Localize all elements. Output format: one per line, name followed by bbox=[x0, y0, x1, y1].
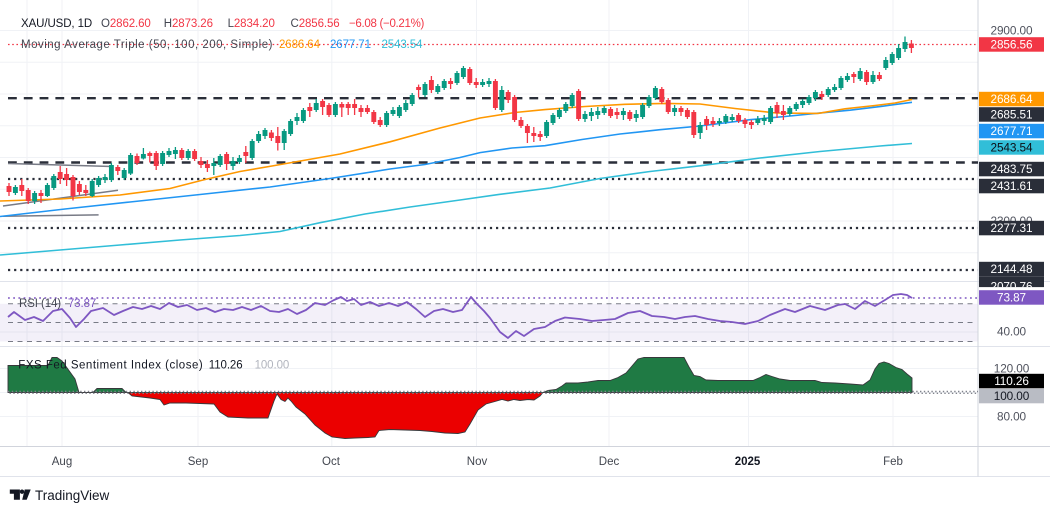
svg-text:120.00: 120.00 bbox=[994, 362, 1030, 376]
svg-text:2144.48: 2144.48 bbox=[991, 262, 1033, 276]
svg-text:2686.64: 2686.64 bbox=[279, 39, 321, 51]
svg-text:2677.71: 2677.71 bbox=[991, 124, 1033, 138]
svg-text:H2873.26: H2873.26 bbox=[164, 18, 213, 30]
svg-text:2543.54: 2543.54 bbox=[991, 141, 1033, 155]
svg-text:100.00: 100.00 bbox=[255, 359, 290, 371]
svg-text:110.26: 110.26 bbox=[209, 359, 243, 371]
svg-text:2431.61: 2431.61 bbox=[991, 179, 1033, 193]
svg-text:2483.75: 2483.75 bbox=[991, 162, 1033, 176]
svg-text:73.87: 73.87 bbox=[68, 298, 96, 310]
svg-text:TradingView: TradingView bbox=[35, 488, 110, 503]
svg-text:2856.56: 2856.56 bbox=[991, 38, 1033, 52]
svg-text:2677.71: 2677.71 bbox=[330, 39, 371, 51]
svg-text:2025: 2025 bbox=[735, 456, 761, 468]
svg-text:100.00: 100.00 bbox=[994, 389, 1030, 403]
svg-text:XAU/USD, 1D: XAU/USD, 1D bbox=[21, 18, 92, 30]
svg-text:Aug: Aug bbox=[52, 456, 72, 468]
svg-text:Dec: Dec bbox=[599, 456, 620, 468]
svg-text:Sep: Sep bbox=[188, 456, 208, 468]
svg-text:FXS Fed Sentiment Index (close: FXS Fed Sentiment Index (close) bbox=[18, 359, 203, 371]
svg-text:80.00: 80.00 bbox=[997, 410, 1027, 424]
svg-text:Nov: Nov bbox=[467, 456, 488, 468]
svg-text:O2862.60: O2862.60 bbox=[101, 18, 151, 30]
svg-text:L2834.20: L2834.20 bbox=[228, 18, 275, 30]
svg-text:Moving Average Triple (50, 100: Moving Average Triple (50, 100, 200, Sim… bbox=[21, 39, 273, 51]
svg-text:2277.31: 2277.31 bbox=[991, 221, 1033, 235]
svg-text:2685.51: 2685.51 bbox=[991, 108, 1033, 122]
svg-text:C2856.56: C2856.56 bbox=[291, 18, 340, 30]
svg-text:Oct: Oct bbox=[322, 456, 341, 468]
svg-text:2900.00: 2900.00 bbox=[991, 24, 1033, 38]
svg-text:−6.08 (−0.21%): −6.08 (−0.21%) bbox=[349, 18, 425, 30]
svg-text:110.26: 110.26 bbox=[994, 374, 1029, 388]
svg-text:73.87: 73.87 bbox=[997, 291, 1026, 305]
svg-text:2070.76: 2070.76 bbox=[991, 280, 1033, 294]
svg-text:2686.64: 2686.64 bbox=[991, 92, 1033, 106]
svg-text:RSI (14): RSI (14) bbox=[19, 298, 61, 310]
svg-text:40.00: 40.00 bbox=[997, 325, 1027, 339]
svg-text:Feb: Feb bbox=[883, 456, 903, 468]
svg-text:2543.54: 2543.54 bbox=[382, 39, 424, 51]
